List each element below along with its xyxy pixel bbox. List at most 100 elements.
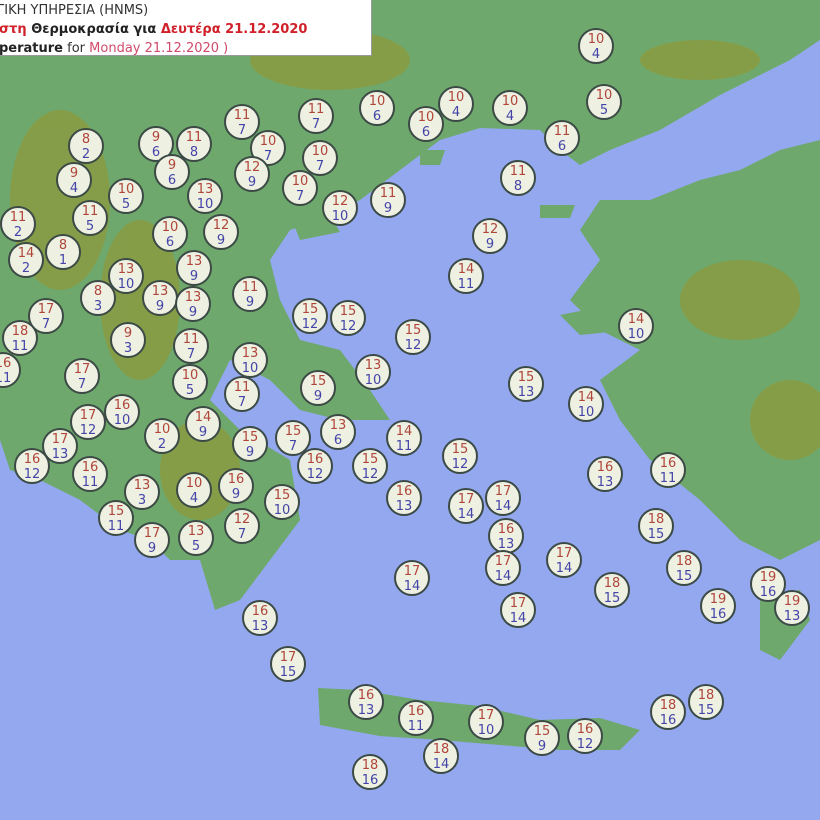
- station-marker[interactable]: 12 9: [234, 156, 270, 192]
- min-temperature: 12: [301, 317, 319, 332]
- station-marker[interactable]: 10 2: [144, 418, 180, 454]
- station-marker[interactable]: 15 10: [264, 484, 300, 520]
- station-marker[interactable]: 10 5: [108, 178, 144, 214]
- station-marker[interactable]: 10 4: [578, 28, 614, 64]
- station-marker[interactable]: 11 6: [544, 120, 580, 156]
- station-marker[interactable]: 16 13: [587, 456, 623, 492]
- station-marker[interactable]: 15 11: [98, 500, 134, 536]
- station-marker[interactable]: 17 15: [270, 646, 306, 682]
- station-marker[interactable]: 11 7: [173, 328, 209, 364]
- station-marker[interactable]: 15 12: [330, 300, 366, 336]
- station-marker[interactable]: 17 7: [64, 358, 100, 394]
- station-marker[interactable]: 16 12: [14, 448, 50, 484]
- station-marker[interactable]: 17 9: [134, 522, 170, 558]
- station-marker[interactable]: 10 4: [176, 472, 212, 508]
- station-marker[interactable]: 11 9: [232, 276, 268, 312]
- station-marker[interactable]: 19 13: [774, 590, 810, 626]
- station-marker[interactable]: 10 6: [152, 216, 188, 252]
- station-marker[interactable]: 17 14: [500, 592, 536, 628]
- station-marker[interactable]: 10 5: [586, 84, 622, 120]
- station-marker[interactable]: 10 5: [172, 364, 208, 400]
- station-marker[interactable]: 13 6: [320, 414, 356, 450]
- station-marker[interactable]: 16 9: [218, 468, 254, 504]
- station-marker[interactable]: 16 13: [348, 684, 384, 720]
- station-marker[interactable]: 18 15: [638, 508, 674, 544]
- station-marker[interactable]: 19 16: [750, 566, 786, 602]
- station-marker[interactable]: 14 10: [618, 308, 654, 344]
- station-marker[interactable]: 11 5: [72, 200, 108, 236]
- station-marker[interactable]: 13 9: [142, 280, 178, 316]
- station-marker[interactable]: 15 9: [300, 370, 336, 406]
- station-marker[interactable]: 17 13: [42, 428, 78, 464]
- station-marker[interactable]: 17 14: [546, 542, 582, 578]
- station-marker[interactable]: 17 10: [468, 704, 504, 740]
- station-marker[interactable]: 16 12: [567, 718, 603, 754]
- station-marker[interactable]: 10 4: [438, 86, 474, 122]
- station-marker[interactable]: 12 9: [472, 218, 508, 254]
- station-marker[interactable]: 15 9: [232, 426, 268, 462]
- station-marker[interactable]: 18 15: [688, 684, 724, 720]
- station-marker[interactable]: 13 9: [176, 250, 212, 286]
- station-marker[interactable]: 10 7: [302, 140, 338, 176]
- station-marker[interactable]: 18 11: [2, 320, 38, 356]
- station-marker[interactable]: 18 14: [423, 738, 459, 774]
- station-marker[interactable]: 15 12: [352, 448, 388, 484]
- station-marker[interactable]: 17 12: [70, 404, 106, 440]
- station-marker[interactable]: 19 16: [700, 588, 736, 624]
- station-marker[interactable]: 15 12: [292, 298, 328, 334]
- station-marker[interactable]: 13 3: [124, 474, 160, 510]
- station-marker[interactable]: 14 11: [448, 258, 484, 294]
- station-marker[interactable]: 11 2: [0, 206, 36, 242]
- station-marker[interactable]: 10 4: [492, 90, 528, 126]
- station-marker[interactable]: 13 10: [187, 178, 223, 214]
- station-marker[interactable]: 13 9: [175, 286, 211, 322]
- station-marker[interactable]: 16 13: [488, 518, 524, 554]
- station-marker[interactable]: 18 15: [666, 550, 702, 586]
- station-marker[interactable]: 14 2: [8, 242, 44, 278]
- station-marker[interactable]: 10 6: [408, 106, 444, 142]
- station-marker[interactable]: 13 10: [355, 354, 391, 390]
- station-marker[interactable]: 14 9: [185, 406, 221, 442]
- station-marker[interactable]: 17 14: [394, 560, 430, 596]
- station-marker[interactable]: 10 7: [282, 170, 318, 206]
- station-marker[interactable]: 11 7: [298, 98, 334, 134]
- station-marker[interactable]: 18 15: [594, 572, 630, 608]
- station-marker[interactable]: 12 10: [322, 190, 358, 226]
- station-marker[interactable]: 12 9: [203, 214, 239, 250]
- station-marker[interactable]: 11 7: [224, 376, 260, 412]
- station-marker[interactable]: 18 16: [352, 754, 388, 790]
- station-marker[interactable]: 16 13: [386, 480, 422, 516]
- station-marker[interactable]: 16 12: [297, 448, 333, 484]
- station-marker[interactable]: 15 13: [508, 366, 544, 402]
- station-marker[interactable]: 11 8: [500, 160, 536, 196]
- station-marker[interactable]: 12 7: [224, 508, 260, 544]
- station-marker[interactable]: 16 13: [242, 600, 278, 636]
- station-marker[interactable]: 16 10: [104, 394, 140, 430]
- station-marker[interactable]: 15 9: [524, 720, 560, 756]
- station-marker[interactable]: 17 14: [485, 480, 521, 516]
- station-marker[interactable]: 13 5: [178, 520, 214, 556]
- station-marker[interactable]: 10 6: [359, 90, 395, 126]
- station-marker[interactable]: 18 16: [650, 694, 686, 730]
- station-marker[interactable]: 17 14: [448, 488, 484, 524]
- station-marker[interactable]: 15 12: [395, 319, 431, 355]
- station-marker[interactable]: 11 7: [224, 104, 260, 140]
- station-marker[interactable]: 13 10: [108, 258, 144, 294]
- station-marker[interactable]: 11 8: [176, 126, 212, 162]
- station-marker[interactable]: 14 10: [568, 386, 604, 422]
- station-marker[interactable]: 13 10: [232, 342, 268, 378]
- station-marker[interactable]: 11 9: [370, 182, 406, 218]
- station-marker[interactable]: 15 12: [442, 438, 478, 474]
- station-marker[interactable]: 17 14: [485, 550, 521, 586]
- station-marker[interactable]: 14 11: [386, 420, 422, 456]
